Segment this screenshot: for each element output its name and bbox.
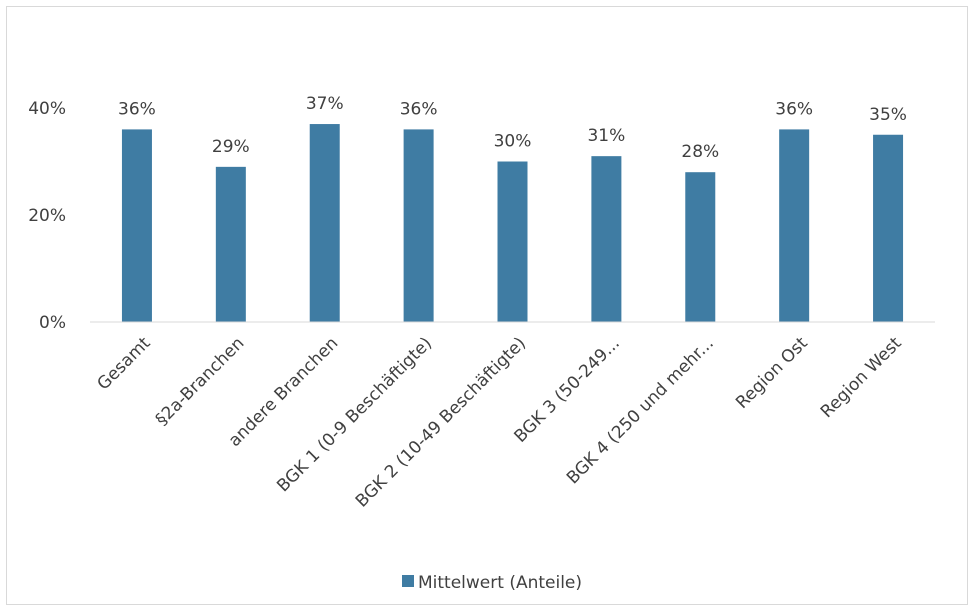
bar	[403, 129, 434, 322]
bar	[121, 129, 152, 322]
data-label: 36%	[775, 99, 813, 119]
bar	[497, 161, 528, 322]
bar	[309, 124, 340, 322]
data-label: 28%	[681, 142, 719, 162]
category-label: BGK 1 (0-9 Beschäftigte)	[273, 333, 436, 496]
bar-series	[121, 124, 904, 322]
y-tick-label: 20%	[28, 206, 66, 226]
bar	[873, 134, 904, 322]
bar	[685, 172, 716, 322]
category-label: Gesamt	[94, 333, 155, 394]
legend: Mittelwert (Anteile)	[402, 573, 582, 593]
category-label: BGK 2 (10-49 Beschäftigte)	[352, 333, 530, 511]
category-label: Region Ost	[732, 333, 812, 413]
bar	[215, 166, 246, 322]
data-label: 36%	[400, 99, 438, 119]
y-axis-ticks: 0% 20% 40%	[28, 99, 66, 333]
bar	[779, 129, 810, 322]
data-label: 30%	[494, 132, 532, 152]
legend-label: Mittelwert (Anteile)	[418, 573, 582, 593]
data-label: 37%	[306, 94, 344, 114]
data-label: 31%	[587, 126, 625, 146]
data-labels: 36% 29% 37% 36% 30% 31% 28% 36% 35%	[118, 94, 907, 162]
bar	[591, 156, 622, 322]
data-label: 36%	[118, 99, 156, 119]
data-label: 29%	[212, 137, 250, 157]
category-label: §2a-Branchen	[152, 333, 248, 429]
y-tick-label: 40%	[28, 99, 66, 119]
legend-swatch	[402, 575, 414, 587]
category-label: Region West	[817, 333, 906, 422]
y-tick-label: 0%	[39, 313, 66, 333]
data-label: 35%	[869, 105, 907, 125]
